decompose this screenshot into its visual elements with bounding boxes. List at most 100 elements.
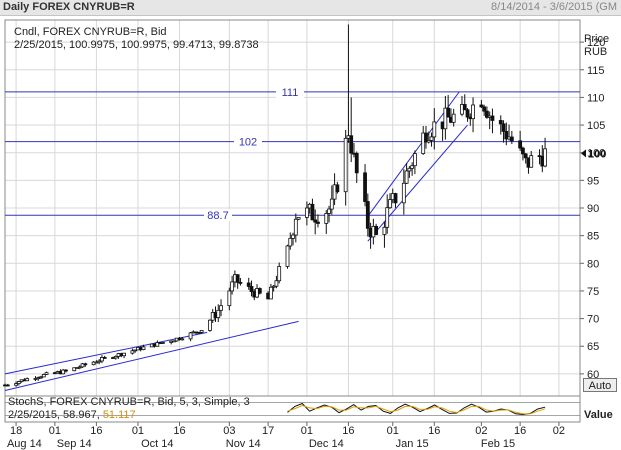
- candle-body: [172, 340, 176, 343]
- channel-line: [4, 320, 299, 391]
- candle-body: [219, 305, 223, 311]
- day-tick-label: 01: [49, 425, 61, 437]
- level-label: 88.7: [207, 210, 228, 222]
- month-tick-label: Jan 15: [396, 438, 429, 450]
- candle-body: [374, 225, 379, 235]
- candle-body: [77, 366, 82, 369]
- candle-body: [462, 104, 467, 111]
- candle-body: [363, 172, 367, 202]
- candle-body: [335, 184, 340, 193]
- price-tick-label: 65: [587, 341, 599, 353]
- candle-body: [291, 234, 295, 239]
- stoch-lines: [5, 401, 580, 417]
- candle-body: [349, 135, 354, 154]
- candle-body: [274, 280, 279, 287]
- day-tick-label: 16: [342, 425, 354, 437]
- main-legend-line1: Cndl, FOREX CNYRUB=R, Bid: [14, 26, 167, 38]
- level-label-bg: [234, 135, 262, 148]
- channel-line: [4, 331, 208, 375]
- level-label: 111: [282, 87, 299, 99]
- candle-body: [521, 147, 525, 155]
- candle-body: [429, 136, 434, 141]
- candle-body: [14, 383, 18, 386]
- level-label-bg: [276, 85, 304, 98]
- chart-title: Daily FOREX CNYRUB=R: [3, 1, 135, 13]
- candle-body: [543, 148, 547, 167]
- stoch-series-line: [287, 402, 546, 416]
- candle-body: [504, 130, 509, 140]
- date-range: 8/14/2014 - 3/6/2015 (GM: [491, 1, 617, 13]
- candle-body: [393, 193, 398, 204]
- candle-body: [443, 107, 448, 130]
- candle-body: [196, 331, 201, 334]
- channel-line: [367, 124, 468, 242]
- candle-body: [471, 104, 475, 120]
- price-tick-label: 70: [587, 314, 599, 326]
- candle-body: [199, 330, 204, 333]
- candle-body: [133, 349, 138, 352]
- candle-body: [426, 140, 431, 143]
- last-price-marker: [581, 149, 586, 158]
- time-axis: 18 01 16 01 16 03 17 01 16 01 16 02 16 02 Aug 14 Sep 14…: [7, 422, 565, 450]
- candle-body: [16, 381, 21, 385]
- level-label: 102: [239, 137, 257, 149]
- price-tick-label: 75: [587, 286, 599, 298]
- month-tick-label: Nov 14: [226, 438, 261, 450]
- candle-body: [498, 120, 503, 125]
- grid-lines: [5, 20, 580, 396]
- candle-body: [257, 288, 262, 294]
- candle-body: [80, 363, 85, 368]
- candle-body: [324, 213, 329, 224]
- candle-body: [465, 109, 470, 118]
- candle-body: [327, 208, 331, 214]
- candle-body: [482, 106, 487, 112]
- candle-body: [518, 140, 523, 149]
- day-tick-label: 01: [387, 425, 399, 437]
- candle-body: [304, 207, 309, 218]
- candle-body: [113, 356, 118, 359]
- candle-body: [285, 245, 290, 267]
- price-tick-label: 60: [587, 369, 599, 381]
- month-tick-label: Sep 14: [57, 438, 92, 450]
- candle-body: [249, 286, 254, 292]
- day-tick-label: 16: [173, 425, 185, 437]
- candle-body: [501, 123, 506, 132]
- stoch-legend-values: 2/25/2015, 58.967,: [8, 409, 103, 421]
- horizontal-levels: 111 102 88.7: [5, 85, 580, 222]
- day-tick-label: 03: [223, 425, 235, 437]
- candle-body: [485, 110, 489, 118]
- candle-body: [64, 369, 68, 372]
- day-tick-label: 02: [553, 425, 565, 437]
- level-label-bg: [204, 209, 232, 222]
- candle-body: [421, 132, 426, 154]
- candle-body: [122, 352, 126, 357]
- candle-body: [160, 342, 165, 344]
- day-tick-label: 16: [90, 425, 102, 437]
- price-tick-label: 105: [587, 120, 605, 132]
- candle-body: [310, 203, 315, 221]
- day-tick-label: 16: [428, 425, 440, 437]
- candle-body: [72, 367, 77, 372]
- stoch-axis-title: Value: [584, 409, 613, 421]
- month-tick-label: Feb 15: [481, 438, 515, 450]
- price-axis-title: Price: [584, 33, 609, 45]
- price-tick-label: 90: [587, 203, 599, 215]
- auto-scale-button[interactable]: Auto: [583, 378, 617, 392]
- candle-body: [413, 153, 417, 167]
- candle-body: [25, 378, 30, 382]
- candle-body: [404, 170, 409, 184]
- candle-body: [329, 198, 334, 210]
- candle-body: [424, 132, 428, 143]
- candle-body: [523, 153, 528, 159]
- last-price-label: 100: [588, 148, 606, 160]
- candle-body: [479, 104, 484, 108]
- candle-body: [296, 217, 301, 220]
- candle-body: [180, 338, 185, 341]
- candle-body: [44, 372, 49, 375]
- candle-body: [365, 201, 370, 229]
- stoch-legend-value2: 51.117: [103, 409, 136, 421]
- candle-body: [216, 309, 221, 318]
- candle-body: [509, 136, 514, 142]
- candle-body: [385, 207, 390, 228]
